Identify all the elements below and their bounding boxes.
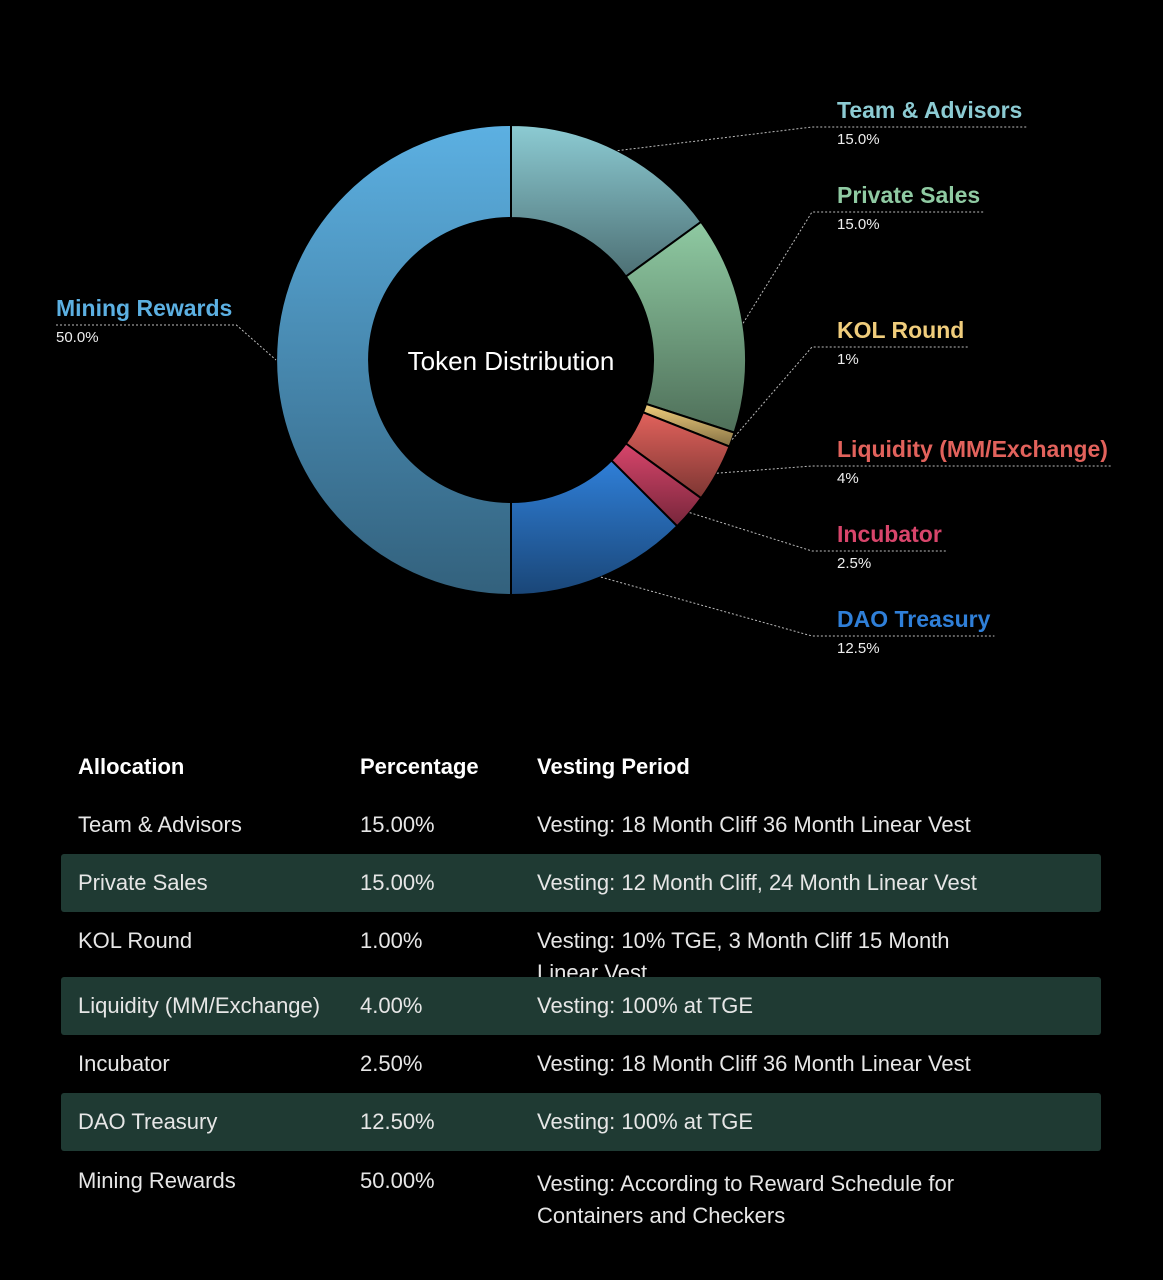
leader-line <box>731 346 969 440</box>
table-cell: 2.50% <box>360 1051 423 1076</box>
row-band <box>61 854 1101 912</box>
slice-value-label: 4% <box>837 470 859 487</box>
table-header: Vesting Period <box>537 754 690 779</box>
table-cell: Vesting: 18 Month Cliff 36 Month Linear … <box>537 812 971 837</box>
table-cell: Liquidity (MM/Exchange) <box>78 993 321 1018</box>
slice-label: Liquidity (MM/Exchange) <box>837 436 1108 462</box>
slice-value-label: 2.5% <box>837 555 871 572</box>
table-cell: Mining Rewards <box>78 1168 236 1193</box>
table-cell: Vesting: 12 Month Cliff, 24 Month Linear… <box>537 870 977 895</box>
table-cell: 15.00% <box>360 870 435 895</box>
row-band <box>61 1093 1101 1151</box>
table-cell: Vesting: According to Reward Schedule fo… <box>537 1171 955 1228</box>
slice-value-label: 50.0% <box>56 329 99 346</box>
slice <box>275 123 512 597</box>
table-header: Percentage <box>360 754 479 779</box>
table-header: Allocation <box>78 754 185 779</box>
slice-label: Incubator <box>837 521 942 547</box>
slice-label: Mining Rewards <box>56 295 232 321</box>
leader-line <box>617 126 1027 152</box>
slice-label: Private Sales <box>837 182 980 208</box>
table-cell: 12.50% <box>360 1109 435 1134</box>
table-cell: Vesting: 10% TGE, 3 Month Cliff 15 Month… <box>537 928 950 985</box>
table-cell: Private Sales <box>78 870 208 895</box>
slice-value-label: 12.5% <box>837 640 880 657</box>
slice-value-label: 15.0% <box>837 216 880 233</box>
leader-line <box>56 324 277 361</box>
table-cell: 15.00% <box>360 812 435 837</box>
table-cell: KOL Round <box>78 928 193 953</box>
slice-value-label: 15.0% <box>837 131 880 148</box>
table-cell: Vesting: 100% at TGE <box>537 993 754 1018</box>
slice-label: KOL Round <box>837 317 964 343</box>
table-cell: 50.00% <box>360 1168 435 1193</box>
slice-value-label: 1% <box>837 351 859 368</box>
chart-title: Token Distribution <box>408 346 615 376</box>
table-cell: Team & Advisors <box>78 812 242 837</box>
leader-line <box>716 465 1112 474</box>
table-cell: Vesting: 18 Month Cliff 36 Month Linear … <box>537 1051 971 1076</box>
leader-line <box>742 211 985 324</box>
table-cell: Vesting: 100% at TGE <box>537 1109 754 1134</box>
slice-label: Team & Advisors <box>837 97 1022 123</box>
chart: Token Distribution Team & Advisors 15.0% P… <box>56 97 1112 657</box>
table-cell: Incubator <box>78 1051 170 1076</box>
table-cell: 4.00% <box>360 993 423 1018</box>
slice-label: DAO Treasury <box>837 606 991 632</box>
row-band <box>61 977 1101 1035</box>
leader-line <box>689 512 946 552</box>
table-cell: DAO Treasury <box>78 1109 218 1134</box>
leader-line <box>600 576 995 637</box>
table-cell: 1.00% <box>360 928 423 953</box>
